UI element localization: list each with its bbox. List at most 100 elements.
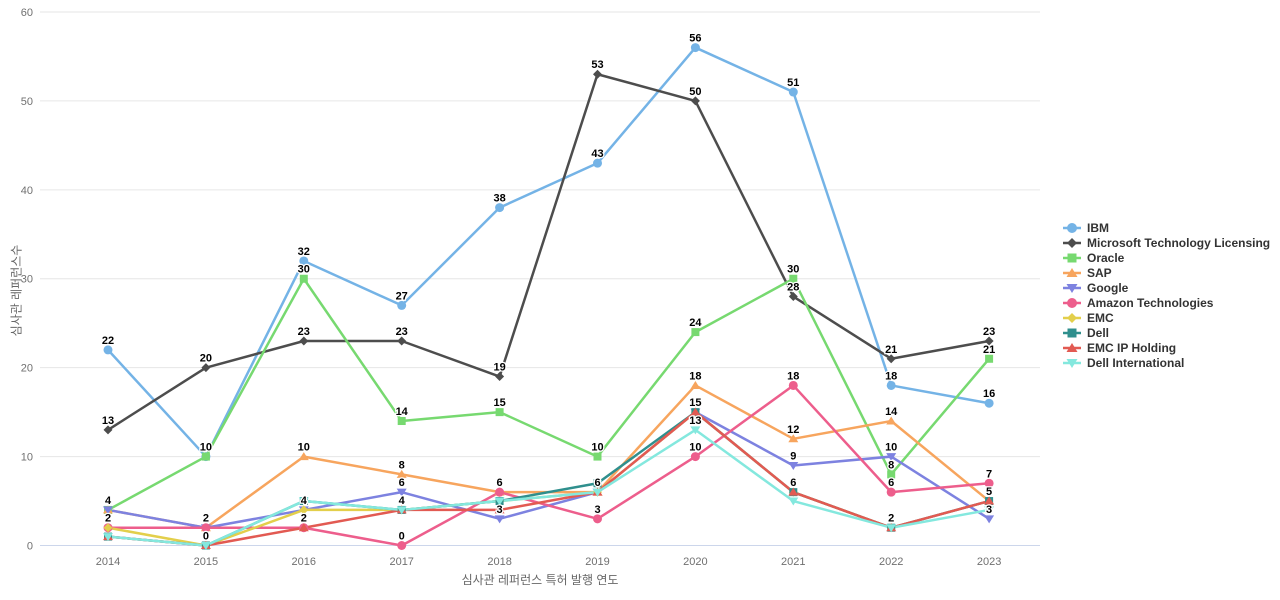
legend-item-google[interactable]: Google <box>1062 282 1270 294</box>
legend-item-emc[interactable]: EMC <box>1062 312 1270 324</box>
point-google-2021[interactable] <box>788 461 799 470</box>
point-amazon-technologies-2017[interactable] <box>397 541 407 550</box>
point-microsoft-technology-licensing-2016[interactable] <box>299 336 309 346</box>
point-dell-international-2021[interactable] <box>788 497 799 506</box>
series-line-dell-international <box>106 428 991 547</box>
point-microsoft-technology-licensing-2021[interactable] <box>788 292 798 302</box>
data-label-oracle-2023: 21 <box>983 344 995 356</box>
point-microsoft-technology-licensing-2022[interactable] <box>886 354 896 364</box>
point-microsoft-technology-licensing-2023[interactable] <box>984 336 994 346</box>
point-dell-international-2023[interactable] <box>984 506 995 515</box>
data-label-amazon-technologies-2017: 0 <box>399 531 405 543</box>
point-ibm-2021[interactable] <box>788 87 798 97</box>
series-markers-oracle <box>104 274 994 514</box>
x-tick-label-2022: 2022 <box>879 556 903 568</box>
point-oracle-2022[interactable] <box>887 470 896 479</box>
point-ibm-2017[interactable] <box>397 300 407 310</box>
point-oracle-2023[interactable] <box>985 354 994 363</box>
point-oracle-2019[interactable] <box>593 452 602 461</box>
point-google-2014[interactable] <box>103 506 113 515</box>
point-emc-2016[interactable] <box>299 505 309 515</box>
point-ibm-2022[interactable] <box>886 380 896 390</box>
x-tick-label-2021: 2021 <box>781 556 805 568</box>
data-label-google-2017: 6 <box>399 477 405 489</box>
point-sap-2022[interactable] <box>886 416 897 425</box>
point-dell-international-2019[interactable] <box>592 488 603 497</box>
point-oracle-2020[interactable] <box>691 328 700 337</box>
data-label-google-2018: 3 <box>497 504 503 516</box>
point-amazon-technologies-2018[interactable] <box>495 487 505 497</box>
point-microsoft-technology-licensing-2014[interactable] <box>103 425 113 435</box>
point-dell-international-2020[interactable] <box>690 426 701 435</box>
data-label-google-2021: 9 <box>790 450 796 462</box>
data-label-ibm-2021: 51 <box>787 77 799 89</box>
point-emc-ip-holding-2021[interactable] <box>788 487 799 496</box>
point-amazon-technologies-2023[interactable] <box>984 478 994 488</box>
point-dell-international-2015[interactable] <box>200 542 211 550</box>
point-microsoft-technology-licensing-2017[interactable] <box>397 336 407 346</box>
point-google-2018[interactable] <box>494 515 505 524</box>
legend-item-sap[interactable]: SAP <box>1062 267 1270 279</box>
legend-item-amazon-technologies[interactable]: Amazon Technologies <box>1062 297 1270 309</box>
legend-item-emc-ip-holding[interactable]: EMC IP Holding <box>1062 342 1270 354</box>
point-dell-2019[interactable] <box>593 479 602 488</box>
point-oracle-2015[interactable] <box>201 452 210 461</box>
point-google-2023[interactable] <box>984 515 995 524</box>
point-sap-2016[interactable] <box>298 452 309 461</box>
point-amazon-technologies-2022[interactable] <box>886 487 896 497</box>
point-amazon-technologies-2021[interactable] <box>788 380 798 390</box>
point-ibm-2020[interactable] <box>690 43 700 53</box>
point-dell-international-2017[interactable] <box>396 506 407 515</box>
point-google-2017[interactable] <box>396 488 407 497</box>
point-amazon-technologies-2019[interactable] <box>593 514 602 524</box>
legend-marker-google <box>1063 284 1081 293</box>
legend-label-sap: SAP <box>1087 266 1112 280</box>
point-amazon-technologies-2015[interactable] <box>201 523 211 533</box>
data-label-oracle-2014: 4 <box>105 495 112 507</box>
point-microsoft-technology-licensing-2019[interactable] <box>593 69 602 79</box>
legend-marker-dell <box>1063 328 1081 338</box>
point-dell-international-2016[interactable] <box>298 497 309 506</box>
point-dell-international-2018[interactable] <box>494 497 505 506</box>
point-sap-2017[interactable] <box>396 469 407 478</box>
point-oracle-2016[interactable] <box>299 274 308 283</box>
point-sap-2020[interactable] <box>690 380 701 389</box>
point-emc-ip-holding-2023[interactable] <box>984 496 995 505</box>
point-emc-ip-holding-2018[interactable] <box>494 505 505 514</box>
legend-item-dell-international[interactable]: Dell International <box>1062 357 1270 369</box>
legend-item-oracle[interactable]: Oracle <box>1062 252 1270 264</box>
point-sap-2021[interactable] <box>788 434 799 443</box>
legend-label-amazon-technologies: Amazon Technologies <box>1087 296 1214 310</box>
point-google-2022[interactable] <box>886 453 897 462</box>
y-tick-label-30: 30 <box>21 274 33 286</box>
point-microsoft-technology-licensing-2015[interactable] <box>201 363 211 373</box>
data-label-sap-2020: 18 <box>689 370 701 382</box>
legend-item-dell[interactable]: Dell <box>1062 327 1270 339</box>
point-microsoft-technology-licensing-2018[interactable] <box>495 372 505 382</box>
point-ibm-2014[interactable] <box>103 345 113 355</box>
data-label-emc-2022: 2 <box>888 513 894 525</box>
point-ibm-2019[interactable] <box>593 158 602 168</box>
point-emc-ip-holding-2020[interactable] <box>690 407 701 416</box>
point-microsoft-technology-licensing-2020[interactable] <box>690 96 700 106</box>
y-tick-label-50: 50 <box>21 96 33 108</box>
legend-item-ibm[interactable]: IBM <box>1062 222 1270 234</box>
data-label-ibm-2016: 32 <box>298 246 310 258</box>
data-label-oracle-2017: 14 <box>396 406 409 418</box>
point-emc-2014[interactable] <box>103 523 113 533</box>
point-oracle-2018[interactable] <box>495 408 504 417</box>
point-oracle-2021[interactable] <box>789 274 798 283</box>
point-oracle-2017[interactable] <box>397 417 406 426</box>
data-label-ibm-2015: 10 <box>200 442 212 454</box>
point-emc-ip-holding-2016[interactable] <box>298 523 309 532</box>
point-ibm-2018[interactable] <box>495 203 505 213</box>
point-ibm-2023[interactable] <box>984 398 994 408</box>
y-tick-label-10: 10 <box>21 452 33 464</box>
legend-item-microsoft-technology-licensing[interactable]: Microsoft Technology Licensing <box>1062 237 1270 249</box>
point-ibm-2016[interactable] <box>299 256 309 266</box>
point-amazon-technologies-2020[interactable] <box>690 452 700 462</box>
point-dell-international-2014[interactable] <box>103 533 113 542</box>
point-dell-international-2022[interactable] <box>886 524 897 533</box>
